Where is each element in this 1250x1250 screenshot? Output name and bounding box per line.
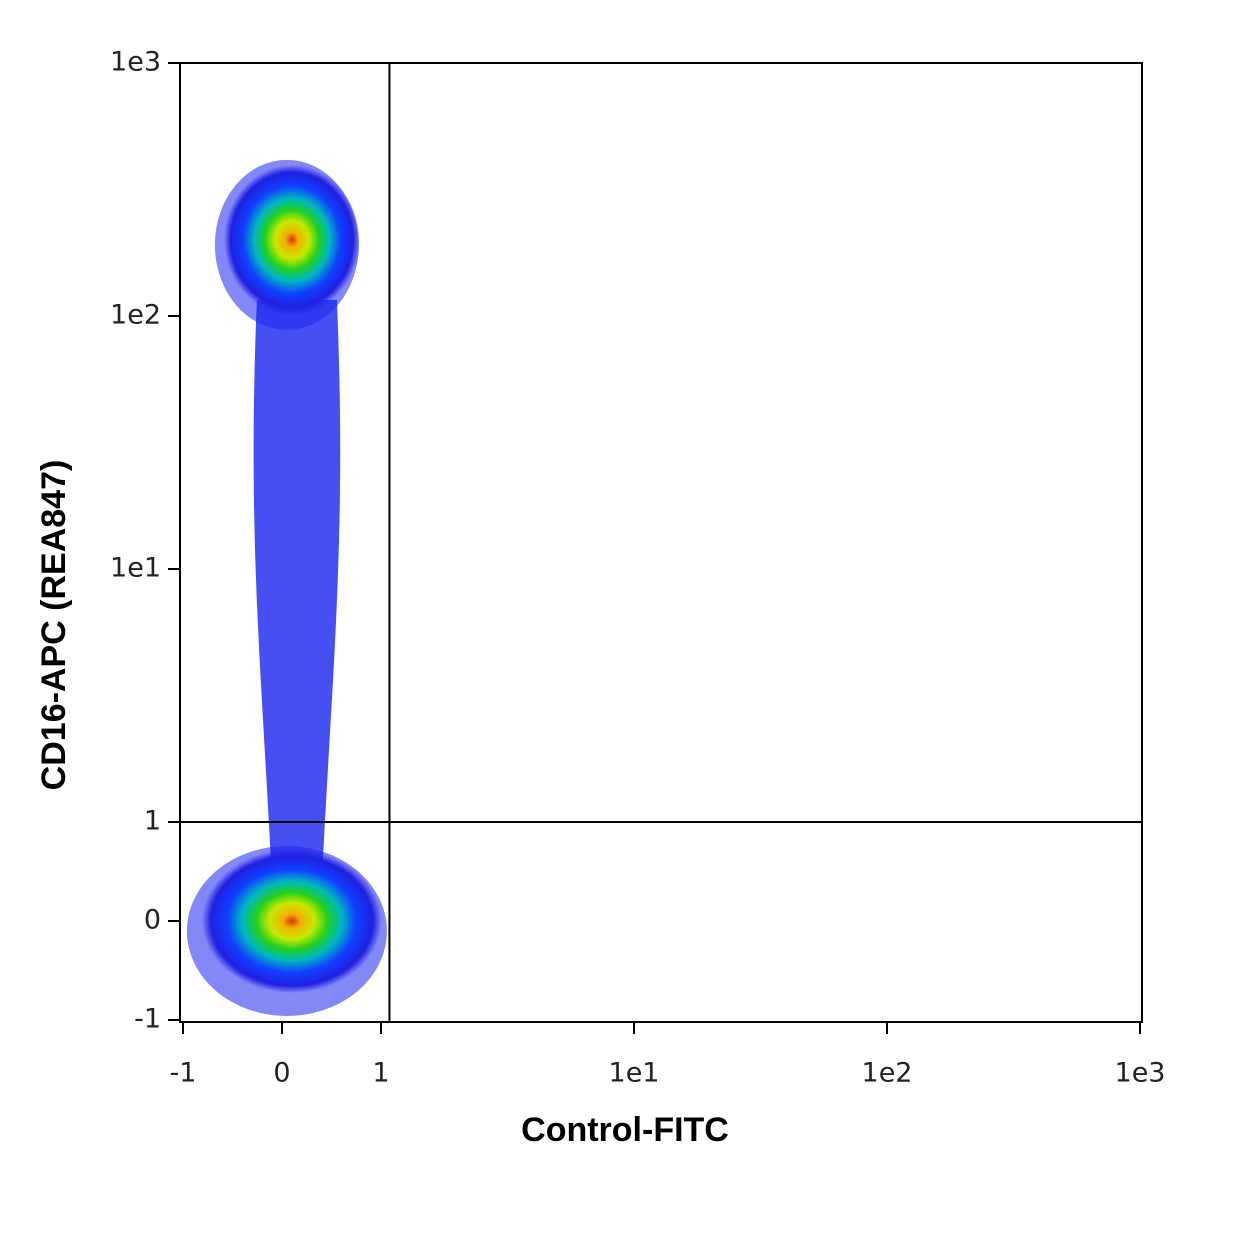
y-tick-label: 1e3 <box>110 47 161 78</box>
x-tick-label: 1e1 <box>609 1058 660 1089</box>
x-tick-label: 1e3 <box>1115 1058 1166 1089</box>
y-tick-label: 0 <box>144 905 161 936</box>
x-tick-label: 0 <box>273 1058 290 1089</box>
population <box>201 849 382 993</box>
plot-frame <box>179 62 1143 1023</box>
population-stream <box>253 299 341 881</box>
x-tick-label: 1e2 <box>862 1058 913 1089</box>
y-tick-label: 1e1 <box>110 553 161 584</box>
y-axis-title: CD16-APC (REA847) <box>35 460 73 791</box>
x-tick-label: -1 <box>170 1058 197 1089</box>
population <box>223 164 360 315</box>
y-tick-label: -1 <box>134 1004 161 1035</box>
x-axis-title: Control-FITC <box>521 1111 729 1149</box>
x-tick-label: 1 <box>372 1058 389 1089</box>
y-tick-label: 1e2 <box>110 300 161 331</box>
y-tick-label: 1 <box>144 806 161 837</box>
